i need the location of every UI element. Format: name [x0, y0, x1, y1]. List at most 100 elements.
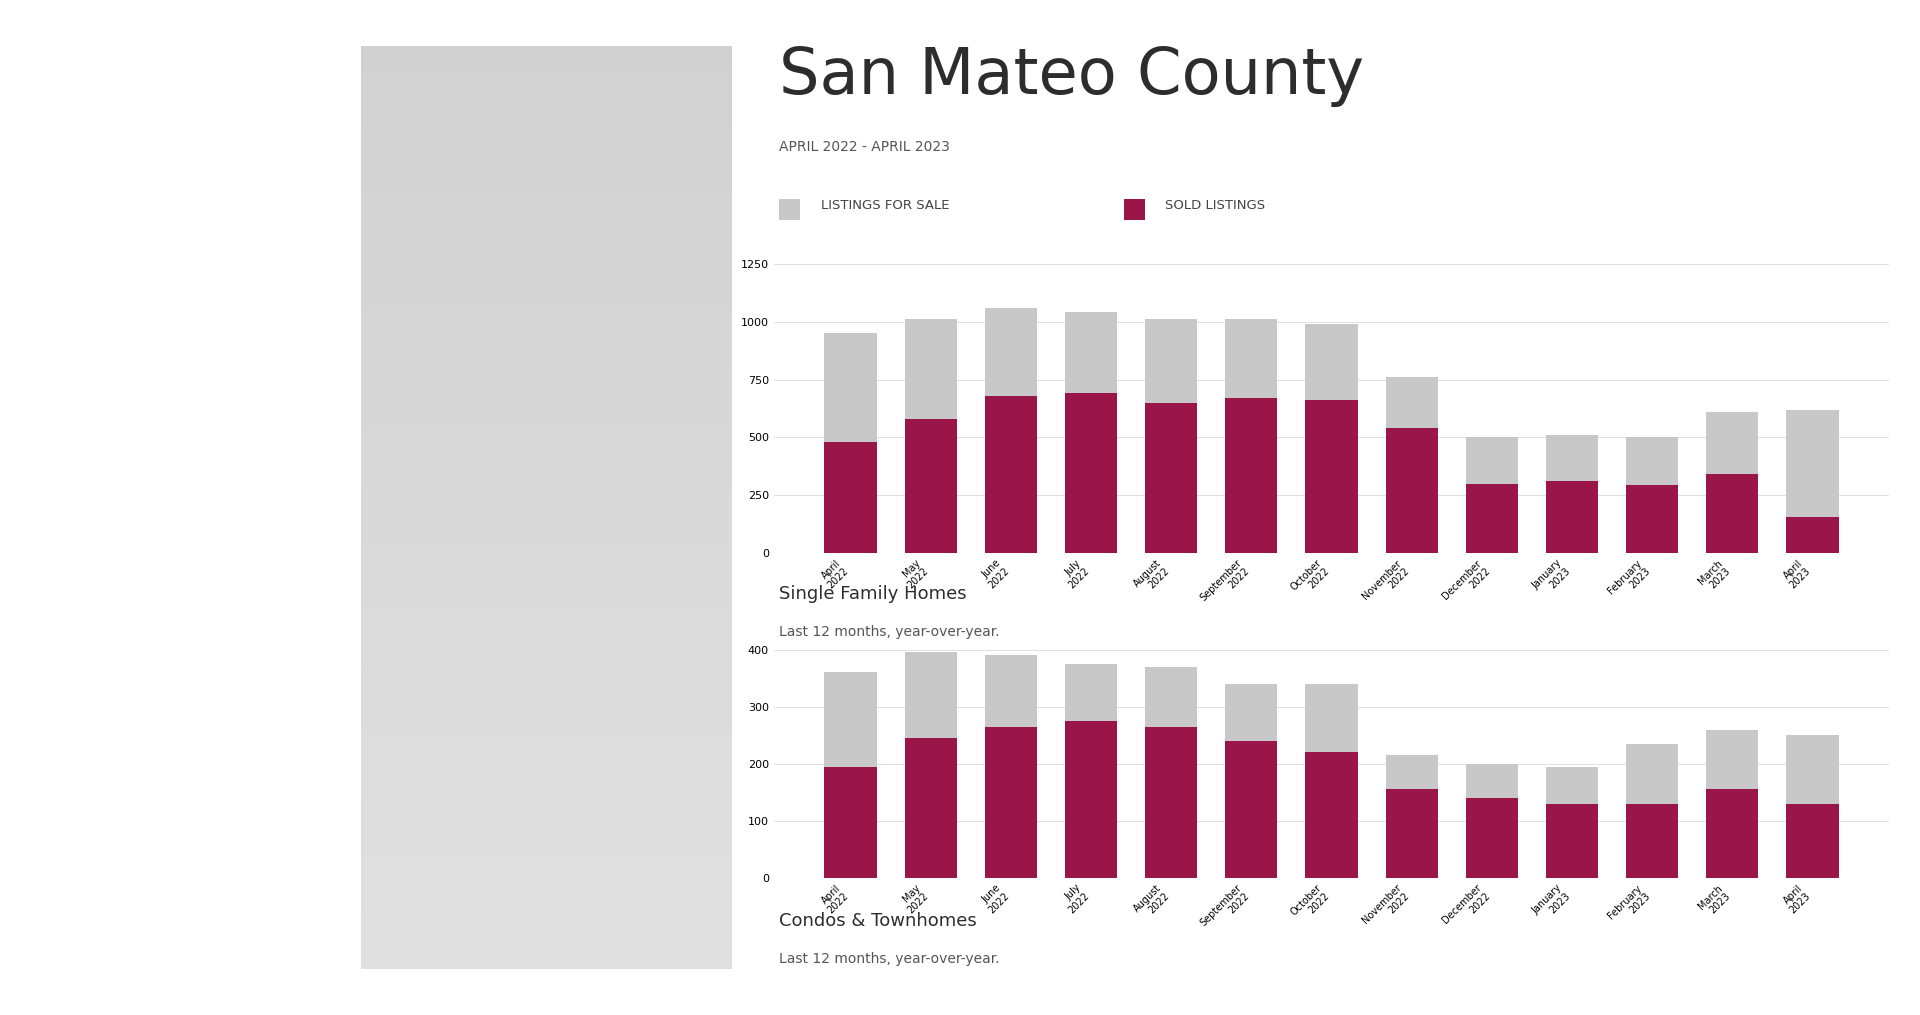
Bar [361, 448, 732, 452]
Bar [361, 522, 732, 526]
Bar [361, 669, 732, 674]
Bar [361, 171, 732, 176]
Bar [361, 959, 732, 964]
Bar [1386, 428, 1438, 553]
Bar [361, 185, 732, 189]
Bar [361, 493, 732, 498]
Bar [361, 92, 732, 96]
Bar [361, 498, 732, 502]
Bar [361, 904, 732, 908]
Bar [1066, 664, 1117, 721]
Bar [361, 268, 732, 272]
Bar [1626, 485, 1678, 553]
Bar [361, 789, 732, 794]
Bar [361, 424, 732, 429]
FancyBboxPatch shape [780, 199, 801, 220]
Bar [1386, 790, 1438, 878]
Bar [361, 443, 732, 448]
Bar [361, 535, 732, 540]
Bar [361, 665, 732, 669]
Bar [824, 333, 877, 443]
Bar [361, 701, 732, 705]
Bar [361, 51, 732, 56]
Bar [361, 116, 732, 120]
Bar [361, 881, 732, 886]
Bar [361, 526, 732, 531]
Bar [361, 240, 732, 245]
Bar [361, 138, 732, 143]
Bar [985, 308, 1037, 396]
Bar [361, 323, 732, 328]
Bar [361, 484, 732, 489]
Bar [361, 245, 732, 249]
Bar [361, 572, 732, 577]
Bar [361, 761, 732, 766]
Bar [361, 134, 732, 138]
Bar [1707, 790, 1759, 878]
Bar [361, 553, 732, 558]
Bar [904, 738, 956, 878]
Bar [361, 286, 732, 290]
Bar [1546, 481, 1597, 553]
Bar [361, 747, 732, 752]
Bar [361, 341, 732, 346]
Text: 36: 36 [234, 644, 307, 696]
Bar [361, 826, 732, 830]
Bar [361, 692, 732, 696]
Bar [361, 738, 732, 743]
Bar [361, 429, 732, 433]
Bar [361, 941, 732, 946]
Bar [361, 807, 732, 812]
Bar [361, 655, 732, 660]
Bar [1626, 437, 1678, 485]
Bar [361, 683, 732, 687]
Bar [361, 180, 732, 185]
Bar [361, 462, 732, 466]
Bar [361, 129, 732, 134]
Bar [361, 766, 732, 770]
Bar [361, 254, 732, 259]
Bar [361, 919, 732, 923]
Bar [1786, 735, 1839, 804]
Bar [361, 914, 732, 919]
Bar [361, 586, 732, 591]
Text: 70: 70 [234, 298, 307, 351]
Bar [985, 396, 1037, 553]
Bar [985, 656, 1037, 727]
Text: Last 12 months, year-over-year.: Last 12 months, year-over-year. [780, 952, 1000, 966]
Bar [361, 835, 732, 839]
Bar [361, 194, 732, 198]
Bar [361, 406, 732, 411]
Bar [361, 923, 732, 928]
Bar [1066, 721, 1117, 878]
Bar [361, 678, 732, 683]
Bar [361, 475, 732, 480]
Bar [361, 890, 732, 895]
Bar [1144, 727, 1198, 878]
Bar [361, 212, 732, 217]
Bar [361, 687, 732, 692]
Bar [361, 946, 732, 950]
Bar [361, 350, 732, 355]
Bar [361, 563, 732, 567]
Bar [361, 531, 732, 535]
Bar [361, 120, 732, 125]
Text: CONDO: CONDO [31, 68, 330, 135]
Bar [361, 217, 732, 221]
Bar [1546, 804, 1597, 878]
Bar [361, 433, 732, 438]
Bar [361, 452, 732, 457]
Bar [1144, 403, 1198, 553]
Bar [361, 785, 732, 789]
Bar [361, 388, 732, 392]
Text: 100%: 100% [10, 644, 171, 696]
Bar [1066, 313, 1117, 394]
Bar [361, 411, 732, 415]
Bar [361, 854, 732, 858]
Bar [361, 281, 732, 286]
Bar [361, 125, 732, 129]
Bar [1786, 518, 1839, 553]
Bar [361, 249, 732, 254]
Bar [1225, 684, 1277, 741]
Bar [361, 595, 732, 600]
